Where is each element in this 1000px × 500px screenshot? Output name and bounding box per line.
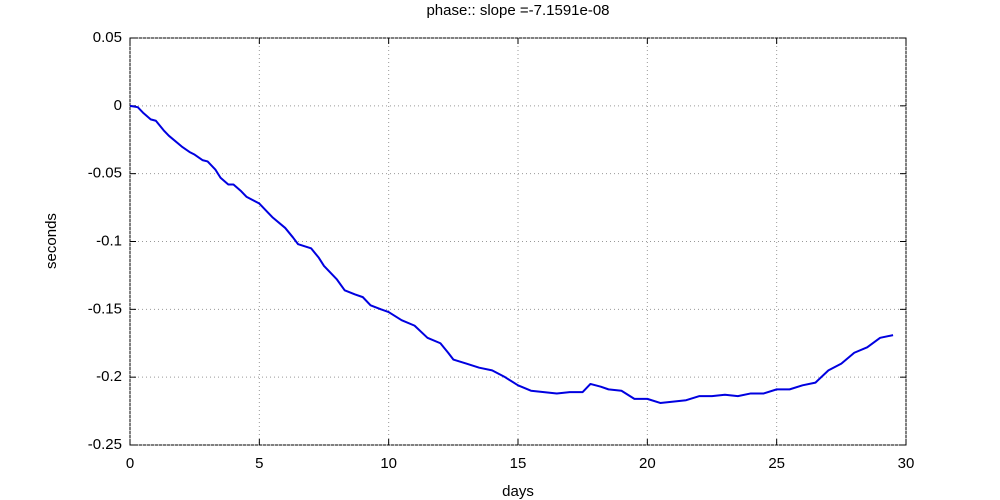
x-tick-label: 25 [768,455,785,472]
x-tick-label: 10 [380,455,397,472]
x-tick-label: 20 [639,455,656,472]
y-tick-label: -0.25 [88,436,122,453]
y-tick-label: -0.1 [96,232,122,249]
x-axis-label: days [502,483,534,500]
y-tick-label: -0.15 [88,300,122,317]
y-tick-label: 0.05 [93,29,122,46]
chart-title: phase:: slope =-7.1591e-08 [426,2,609,19]
y-tick-label: 0 [114,97,122,114]
x-tick-label: 30 [898,455,915,472]
y-tick-label: -0.05 [88,165,122,182]
x-tick-label: 0 [126,455,134,472]
x-tick-label: 5 [255,455,263,472]
x-tick-label: 15 [510,455,527,472]
data-line [129,104,894,404]
y-tick-label: -0.2 [96,368,122,385]
y-axis-label: seconds [43,213,60,269]
